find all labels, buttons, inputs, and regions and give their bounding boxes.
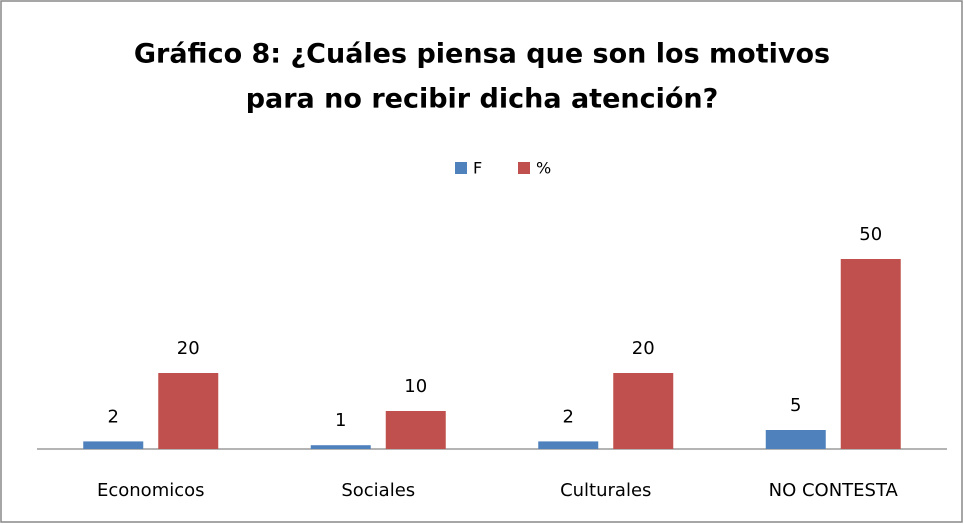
chart-title: para no recibir dicha atención? — [246, 84, 719, 115]
x-tick-label: Economicos — [97, 480, 205, 501]
legend-label: % — [536, 159, 551, 178]
bar — [840, 259, 901, 449]
bar — [765, 430, 826, 449]
bar — [613, 373, 674, 449]
data-label: 20 — [177, 338, 200, 359]
bar — [158, 373, 219, 449]
data-label: 10 — [404, 376, 427, 397]
legend-label: F — [473, 159, 482, 178]
data-label: 2 — [108, 406, 119, 427]
bar — [385, 411, 446, 449]
bar — [538, 441, 599, 449]
x-tick-label: NO CONTESTA — [769, 480, 899, 501]
legend-swatch — [455, 162, 467, 174]
x-tick-label: Culturales — [560, 480, 651, 501]
chart-title: Gráfico 8: ¿Cuáles piensa que son los mo… — [134, 39, 830, 70]
x-tick-label: Sociales — [341, 480, 415, 501]
data-label: 50 — [859, 224, 882, 245]
legend-swatch — [518, 162, 530, 174]
data-label: 20 — [632, 338, 655, 359]
data-label: 1 — [335, 410, 346, 431]
bar — [83, 441, 144, 449]
data-label: 5 — [790, 395, 801, 416]
bar — [310, 445, 371, 449]
data-label: 2 — [563, 406, 574, 427]
